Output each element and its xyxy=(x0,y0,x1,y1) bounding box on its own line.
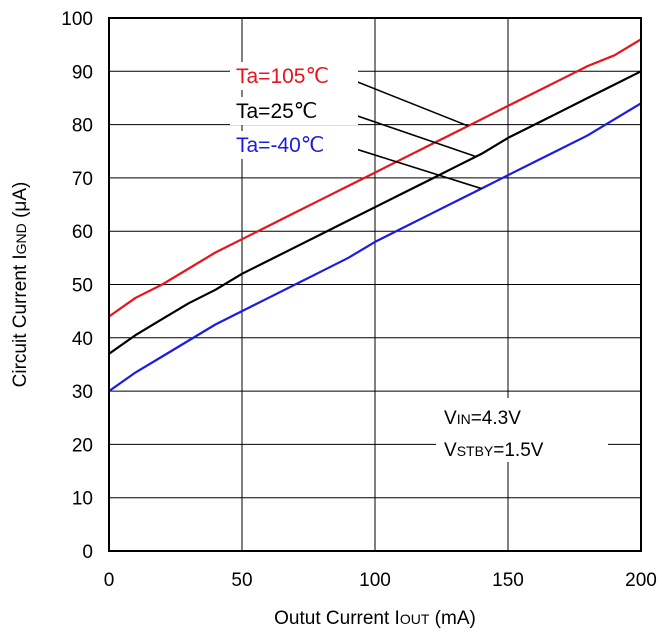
y-tick-label: 10 xyxy=(72,489,93,510)
leader-line xyxy=(339,74,469,127)
y-tick-label: 40 xyxy=(72,329,93,350)
x-axis-label: Outut Current IOUT (mA) xyxy=(274,608,476,629)
y-tick-label: 30 xyxy=(72,382,93,403)
y-tick-label: 0 xyxy=(82,542,93,563)
y-tick-label: 90 xyxy=(72,62,93,83)
tick-labels: 0 50 100 150 200 0 10 20 30 40 50 60 70 80 90 100 xyxy=(61,9,657,591)
x-tick-label: 200 xyxy=(625,570,657,591)
legend: Ta=105℃ Ta=25℃ Ta=-40℃ xyxy=(230,62,358,159)
x-tick-label: 150 xyxy=(492,570,524,591)
legend-label: Ta=-40℃ xyxy=(236,134,324,157)
x-tick-label: 0 xyxy=(104,570,115,591)
y-axis-label: Circuit Current IGND (μA) xyxy=(10,182,31,388)
y-tick-label: 80 xyxy=(72,116,93,137)
legend-label-background xyxy=(230,131,358,159)
series-line-0 xyxy=(108,38,642,318)
annotation-vstby: VSTBY=1.5V xyxy=(444,440,544,461)
leader-line xyxy=(339,109,477,158)
plot-area-frame xyxy=(108,17,642,552)
legend-label: Ta=25℃ xyxy=(236,100,317,123)
condition-box xyxy=(436,398,608,462)
legend-label: Ta=105℃ xyxy=(236,65,329,88)
y-tick-label: 50 xyxy=(72,276,93,297)
leader-line xyxy=(339,143,482,190)
series-line-2 xyxy=(108,102,642,392)
legend-label-background xyxy=(230,97,358,125)
x-tick-label: 50 xyxy=(231,570,252,591)
legend-leader-lines xyxy=(339,74,482,190)
x-tick-label: 100 xyxy=(359,570,391,591)
annotation-vin: VIN=4.3V xyxy=(444,408,521,429)
legend-label-background xyxy=(230,62,358,90)
y-tick-label: 70 xyxy=(72,169,93,190)
series-line-1 xyxy=(108,70,642,355)
y-tick-label: 20 xyxy=(72,435,93,456)
y-tick-label: 60 xyxy=(72,222,93,243)
y-tick-label: 100 xyxy=(61,9,93,30)
series-lines xyxy=(108,38,642,392)
